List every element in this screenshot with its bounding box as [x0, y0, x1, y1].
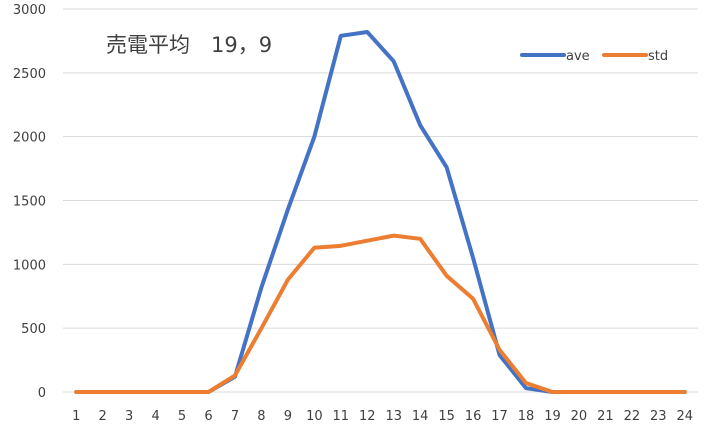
x-tick-label: 1 [72, 409, 80, 424]
x-tick-label: 13 [385, 409, 402, 424]
x-tick-label: 16 [465, 409, 482, 424]
x-tick-label: 14 [412, 409, 429, 424]
series-line-ave [74, 29, 687, 394]
x-tick-label: 3 [125, 409, 133, 424]
x-tick-label: 5 [178, 409, 186, 424]
x-tick-label: 20 [571, 409, 588, 424]
x-tick-label: 22 [624, 409, 641, 424]
legend-label-ave: ave [566, 49, 590, 64]
x-tick-label: 19 [544, 409, 561, 424]
y-tick-label: 0 [38, 386, 46, 401]
legend: ave std [520, 49, 668, 64]
series-line-std [74, 233, 687, 394]
x-axis-tick-labels: 1 2 3 4 5 6 7 8 9 10 11 12 13 14 15 16 17 18 19 20 21 22 23 24 [72, 409, 693, 424]
x-tick-label: 10 [306, 409, 323, 424]
x-tick-label: 9 [284, 409, 292, 424]
x-tick-label: 8 [257, 409, 265, 424]
y-tick-label: 3000 [13, 3, 46, 18]
y-tick-label: 2500 [13, 67, 46, 82]
series-lines [74, 29, 687, 394]
x-tick-label: 15 [438, 409, 455, 424]
y-tick-label: 1000 [13, 258, 46, 273]
x-tick-label: 4 [151, 409, 159, 424]
x-tick-label: 24 [676, 409, 693, 424]
x-tick-label: 17 [491, 409, 508, 424]
gridlines [63, 8, 698, 393]
y-tick-label: 500 [21, 322, 46, 337]
y-tick-label: 1500 [13, 195, 46, 210]
x-tick-label: 6 [204, 409, 212, 424]
legend-label-std: std [648, 49, 668, 64]
x-tick-label: 23 [650, 409, 667, 424]
x-tick-label: 12 [359, 409, 376, 424]
chart-title: 売電平均 19，9 [106, 33, 272, 57]
x-tick-label: 11 [333, 409, 350, 424]
x-tick-label: 2 [99, 409, 107, 424]
y-axis-tick-labels: 0 500 1000 1500 2000 2500 3000 [13, 3, 46, 401]
x-tick-label: 18 [518, 409, 535, 424]
x-tick-label: 7 [231, 409, 239, 424]
y-tick-label: 2000 [13, 131, 46, 146]
x-tick-label: 21 [597, 409, 614, 424]
